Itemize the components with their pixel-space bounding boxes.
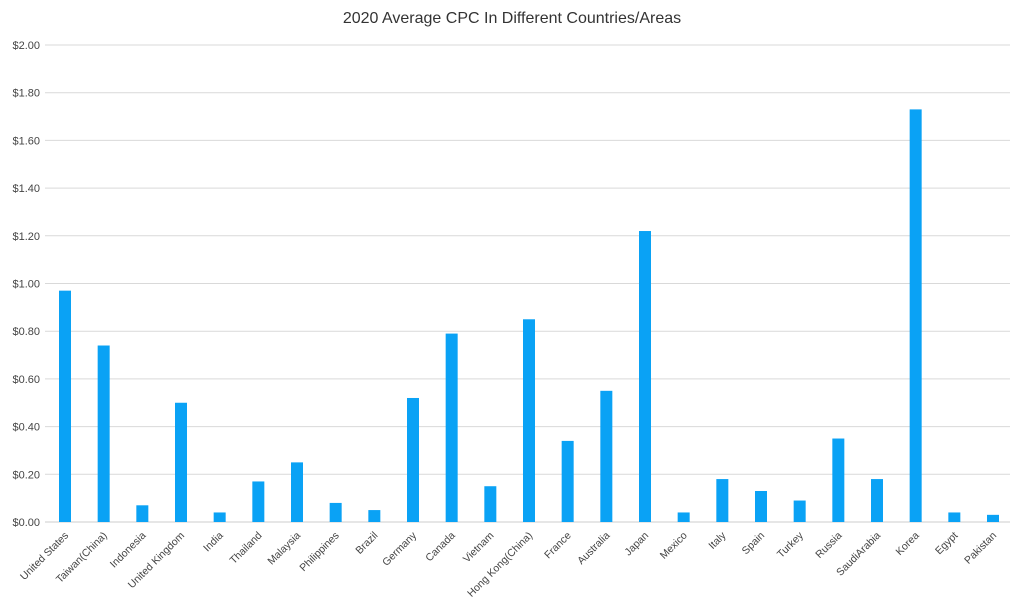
bar: [948, 512, 961, 522]
bar: [600, 390, 613, 522]
y-tick-label: $1.20: [12, 231, 40, 243]
bar: [987, 514, 999, 522]
bar: [213, 512, 226, 522]
bar: [329, 502, 342, 522]
x-tick-label: Malaysia: [265, 530, 303, 568]
x-tick-label: Canada: [423, 530, 458, 565]
x-tick-label: Korea: [893, 530, 921, 558]
x-tick-label: France: [542, 530, 574, 562]
bar: [175, 402, 187, 522]
y-tick-label: $0.00: [12, 517, 40, 529]
x-tick-label: Spain: [740, 530, 768, 558]
x-axis-ticks: United StatesTaiwan(China)IndonesiaUnite…: [18, 529, 999, 600]
x-tick-label: India: [201, 530, 226, 555]
bars: [59, 109, 999, 523]
x-tick-label: Indonesia: [108, 530, 149, 571]
y-tick-label: $2.00: [12, 40, 40, 52]
y-tick-label: $1.60: [12, 135, 40, 147]
x-tick-label: Australia: [575, 530, 612, 567]
bar: [793, 500, 806, 522]
bar: [368, 510, 381, 522]
bar: [136, 505, 149, 522]
x-tick-label: Italy: [706, 529, 729, 552]
x-tick-label: Philippines: [297, 530, 341, 574]
x-tick-label: Russia: [813, 530, 844, 561]
x-tick-label: Thailand: [227, 530, 264, 567]
x-tick-label: Brazil: [353, 530, 380, 557]
bar: [871, 479, 883, 522]
y-tick-label: $1.00: [12, 279, 40, 291]
bar: [59, 290, 71, 522]
y-tick-label: $0.80: [12, 326, 40, 338]
y-tick-label: $0.40: [12, 422, 40, 434]
x-tick-label: Pakistan: [962, 530, 999, 567]
bar: [407, 397, 419, 522]
bar: [291, 462, 303, 522]
x-tick-label: Mexico: [658, 530, 690, 562]
x-tick-label: Vietnam: [461, 529, 497, 565]
bar: [523, 319, 535, 522]
x-tick-label: Turkey: [775, 529, 806, 560]
bar: [755, 490, 767, 522]
bar: [832, 438, 845, 522]
bar: [561, 440, 574, 522]
x-tick-label: Germany: [380, 529, 420, 569]
bar: [639, 231, 651, 522]
y-tick-label: $1.40: [12, 183, 40, 195]
bar: [677, 512, 690, 522]
bar: [716, 479, 729, 522]
y-tick-label: $0.20: [12, 469, 40, 481]
bar: [484, 486, 497, 522]
y-axis-ticks: $0.00 $0.20 $0.40 $0.60 $0.80 $1.00 $1.20 $1.40…: [12, 40, 40, 529]
y-tick-label: $1.80: [12, 88, 40, 100]
y-tick-label: $0.60: [12, 374, 40, 386]
x-tick-label: Egypt: [933, 530, 961, 558]
bar: [445, 333, 458, 522]
chart-title: 2020 Average CPC In Different Countries/…: [342, 10, 682, 27]
x-tick-label: Hong Kong(China): [465, 530, 535, 600]
x-tick-label: Japan: [622, 530, 651, 559]
bar: [252, 481, 265, 522]
bar: [909, 109, 922, 523]
bar: [97, 345, 110, 522]
